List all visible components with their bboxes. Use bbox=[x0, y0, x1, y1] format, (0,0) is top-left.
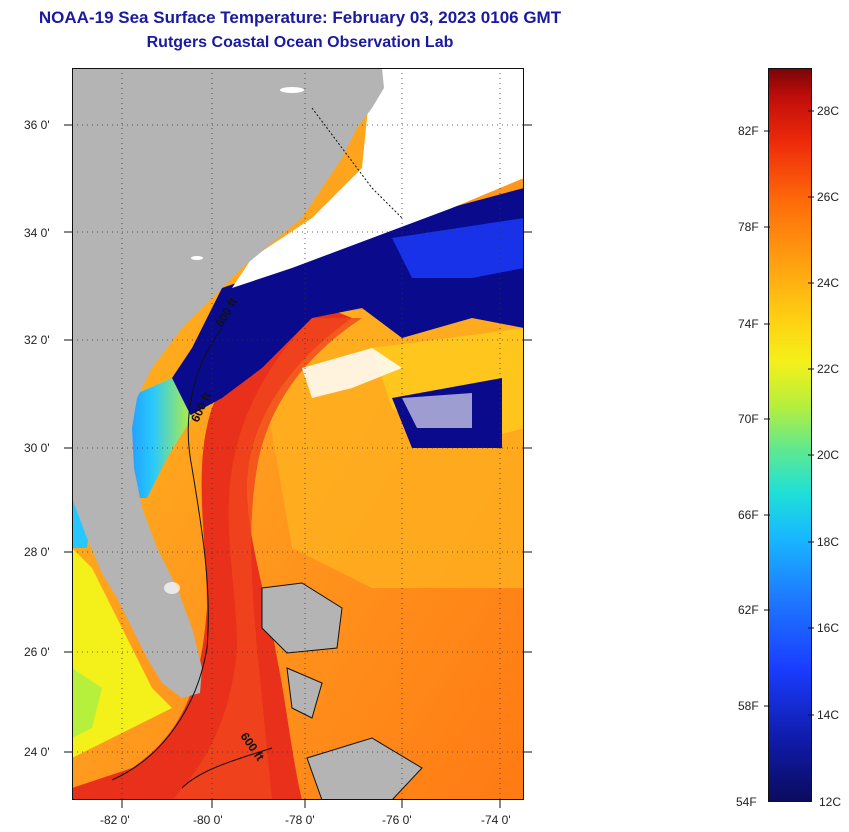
sst-map: 600 ft 600 ft 600 ft bbox=[72, 68, 524, 800]
lon-label: -78 0' bbox=[285, 813, 315, 827]
cold-speckle bbox=[392, 218, 524, 278]
colorbar-c-label: 14C bbox=[817, 708, 840, 722]
colorbar-f-label: 66F bbox=[738, 508, 759, 522]
colorbar-f-label: 74F bbox=[738, 317, 759, 331]
lat-label: 24 0' bbox=[24, 745, 50, 759]
cold-patch-2 bbox=[402, 393, 472, 428]
lat-label: 26 0' bbox=[24, 645, 50, 659]
gulf-stream-core bbox=[172, 318, 362, 800]
graticule bbox=[72, 68, 524, 800]
colorbar-c-label: 16C bbox=[817, 621, 840, 635]
colorbar-c-label: 24C bbox=[817, 276, 840, 290]
colorbar-c-label: 22C bbox=[817, 362, 840, 376]
lat-label: 36 0' bbox=[24, 118, 50, 132]
lake bbox=[164, 582, 180, 594]
colorbar-c-label: 12C bbox=[819, 795, 842, 809]
gulf-green bbox=[72, 668, 102, 738]
colorbar-f-label: 78F bbox=[738, 220, 759, 234]
lon-label: -76 0' bbox=[382, 813, 412, 827]
map-frame bbox=[72, 68, 524, 800]
lon-label: -82 0' bbox=[100, 813, 130, 827]
isobath bbox=[181, 747, 273, 789]
lat-label: 32 0' bbox=[24, 333, 50, 347]
colorbar-ticks bbox=[764, 110, 814, 716]
colorbar-c-label: 28C bbox=[817, 104, 840, 118]
isobath bbox=[311, 107, 403, 219]
colorbar-f-label: 82F bbox=[738, 124, 759, 138]
clouds bbox=[302, 348, 402, 398]
map-ticks bbox=[64, 124, 532, 808]
colorbar-f-label: 62F bbox=[738, 603, 759, 617]
colorbar-c-label: 18C bbox=[817, 535, 840, 549]
lake bbox=[191, 256, 203, 260]
lon-label: -74 0' bbox=[481, 813, 511, 827]
temperature-colorbar bbox=[768, 68, 812, 802]
colorbar-f-label: 58F bbox=[738, 699, 759, 713]
map-title: NOAA-19 Sea Surface Temperature: Februar… bbox=[38, 8, 562, 27]
lat-label: 28 0' bbox=[24, 545, 50, 559]
lat-label: 30 0' bbox=[24, 441, 50, 455]
isobath bbox=[111, 327, 223, 781]
colorbar-f-label: 70F bbox=[738, 412, 759, 426]
colorbar-c-label: 20C bbox=[817, 448, 840, 462]
cuba-coast bbox=[306, 737, 423, 800]
colorbar-f-label: 54F bbox=[736, 795, 757, 809]
map-subtitle: Rutgers Coastal Ocean Observation Lab bbox=[146, 34, 454, 51]
colorbar-c-label: 26C bbox=[817, 190, 840, 204]
bahamas-bank-2 bbox=[286, 667, 323, 719]
land-us-southeast bbox=[72, 68, 384, 698]
lake bbox=[280, 87, 304, 93]
lon-label: -80 0' bbox=[193, 813, 223, 827]
bahamas-bank bbox=[261, 582, 343, 654]
lat-label: 34 0' bbox=[24, 226, 50, 240]
